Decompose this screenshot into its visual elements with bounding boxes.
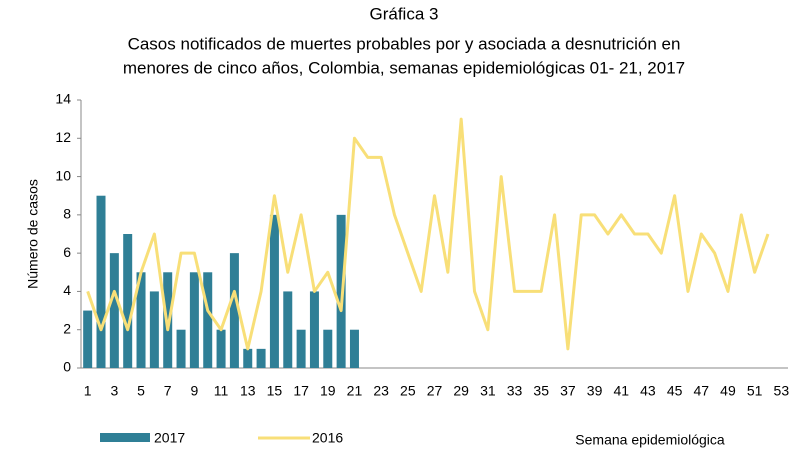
line [86, 117, 770, 351]
bar [136, 272, 146, 368]
x-tick-label: 53 [774, 383, 790, 399]
x-tick-label: 15 [267, 383, 283, 399]
chart-subtitle: menores de cinco años, Colombia, semanas… [123, 58, 685, 77]
x-tick-label: 35 [533, 383, 549, 399]
bar [296, 329, 306, 368]
bar [203, 272, 213, 368]
bar [216, 329, 226, 368]
x-tick-label: 39 [587, 383, 603, 399]
bar [349, 329, 359, 368]
x-tick-label: 41 [613, 383, 629, 399]
bar [309, 291, 319, 368]
y-tick-label: 6 [63, 244, 71, 260]
x-tick-label: 25 [400, 383, 416, 399]
bar [123, 234, 133, 368]
bar [323, 329, 333, 368]
bar [83, 310, 93, 368]
x-tick-label: 1 [84, 383, 92, 399]
legend-label: 2017 [154, 430, 185, 446]
y-tick-label: 14 [55, 91, 71, 107]
legend-swatch [100, 433, 150, 442]
bar [229, 253, 239, 368]
x-tick-label: 21 [347, 383, 363, 399]
bar [256, 348, 266, 368]
x-tick-label: 17 [293, 383, 309, 399]
x-tick-label: 33 [507, 383, 523, 399]
y-axis-label: Número de casos [25, 179, 41, 289]
bar [109, 253, 119, 368]
x-tick-label: 13 [240, 383, 256, 399]
x-tick-label: 27 [427, 383, 443, 399]
x-tick-label: 3 [110, 383, 118, 399]
x-tick-label: 45 [667, 383, 683, 399]
bar [243, 348, 253, 368]
x-tick-label: 37 [560, 383, 576, 399]
x-tick-label: 23 [373, 383, 389, 399]
x-tick-label: 49 [720, 383, 736, 399]
x-tick-label: 11 [214, 383, 229, 399]
y-tick-label: 2 [63, 320, 71, 336]
bar [96, 195, 106, 368]
bar [176, 329, 186, 368]
y-tick-label: 0 [63, 359, 71, 375]
x-tick-label: 31 [480, 383, 496, 399]
chart-subtitle: Casos notificados de muertes probables p… [128, 34, 681, 53]
y-tick-label: 12 [55, 129, 71, 145]
y-tick-label: 8 [63, 206, 71, 222]
x-tick-label: 9 [190, 383, 198, 399]
bar [189, 272, 199, 368]
legend-label: 2016 [312, 430, 343, 446]
y-tick-label: 10 [55, 167, 71, 183]
x-tick-label: 47 [694, 383, 710, 399]
x-tick-label: 7 [164, 383, 172, 399]
y-tick-label: 4 [63, 282, 71, 298]
x-tick-label: 29 [453, 383, 469, 399]
x-tick-label: 51 [747, 383, 763, 399]
x-tick-label: 19 [320, 383, 336, 399]
bar [149, 291, 159, 368]
x-axis-label: Semana epidemiológica [575, 432, 725, 448]
chart-title: Gráfica 3 [370, 4, 439, 23]
bar [269, 214, 279, 368]
bar [283, 291, 293, 368]
x-tick-label: 5 [137, 383, 145, 399]
x-tick-label: 43 [640, 383, 656, 399]
